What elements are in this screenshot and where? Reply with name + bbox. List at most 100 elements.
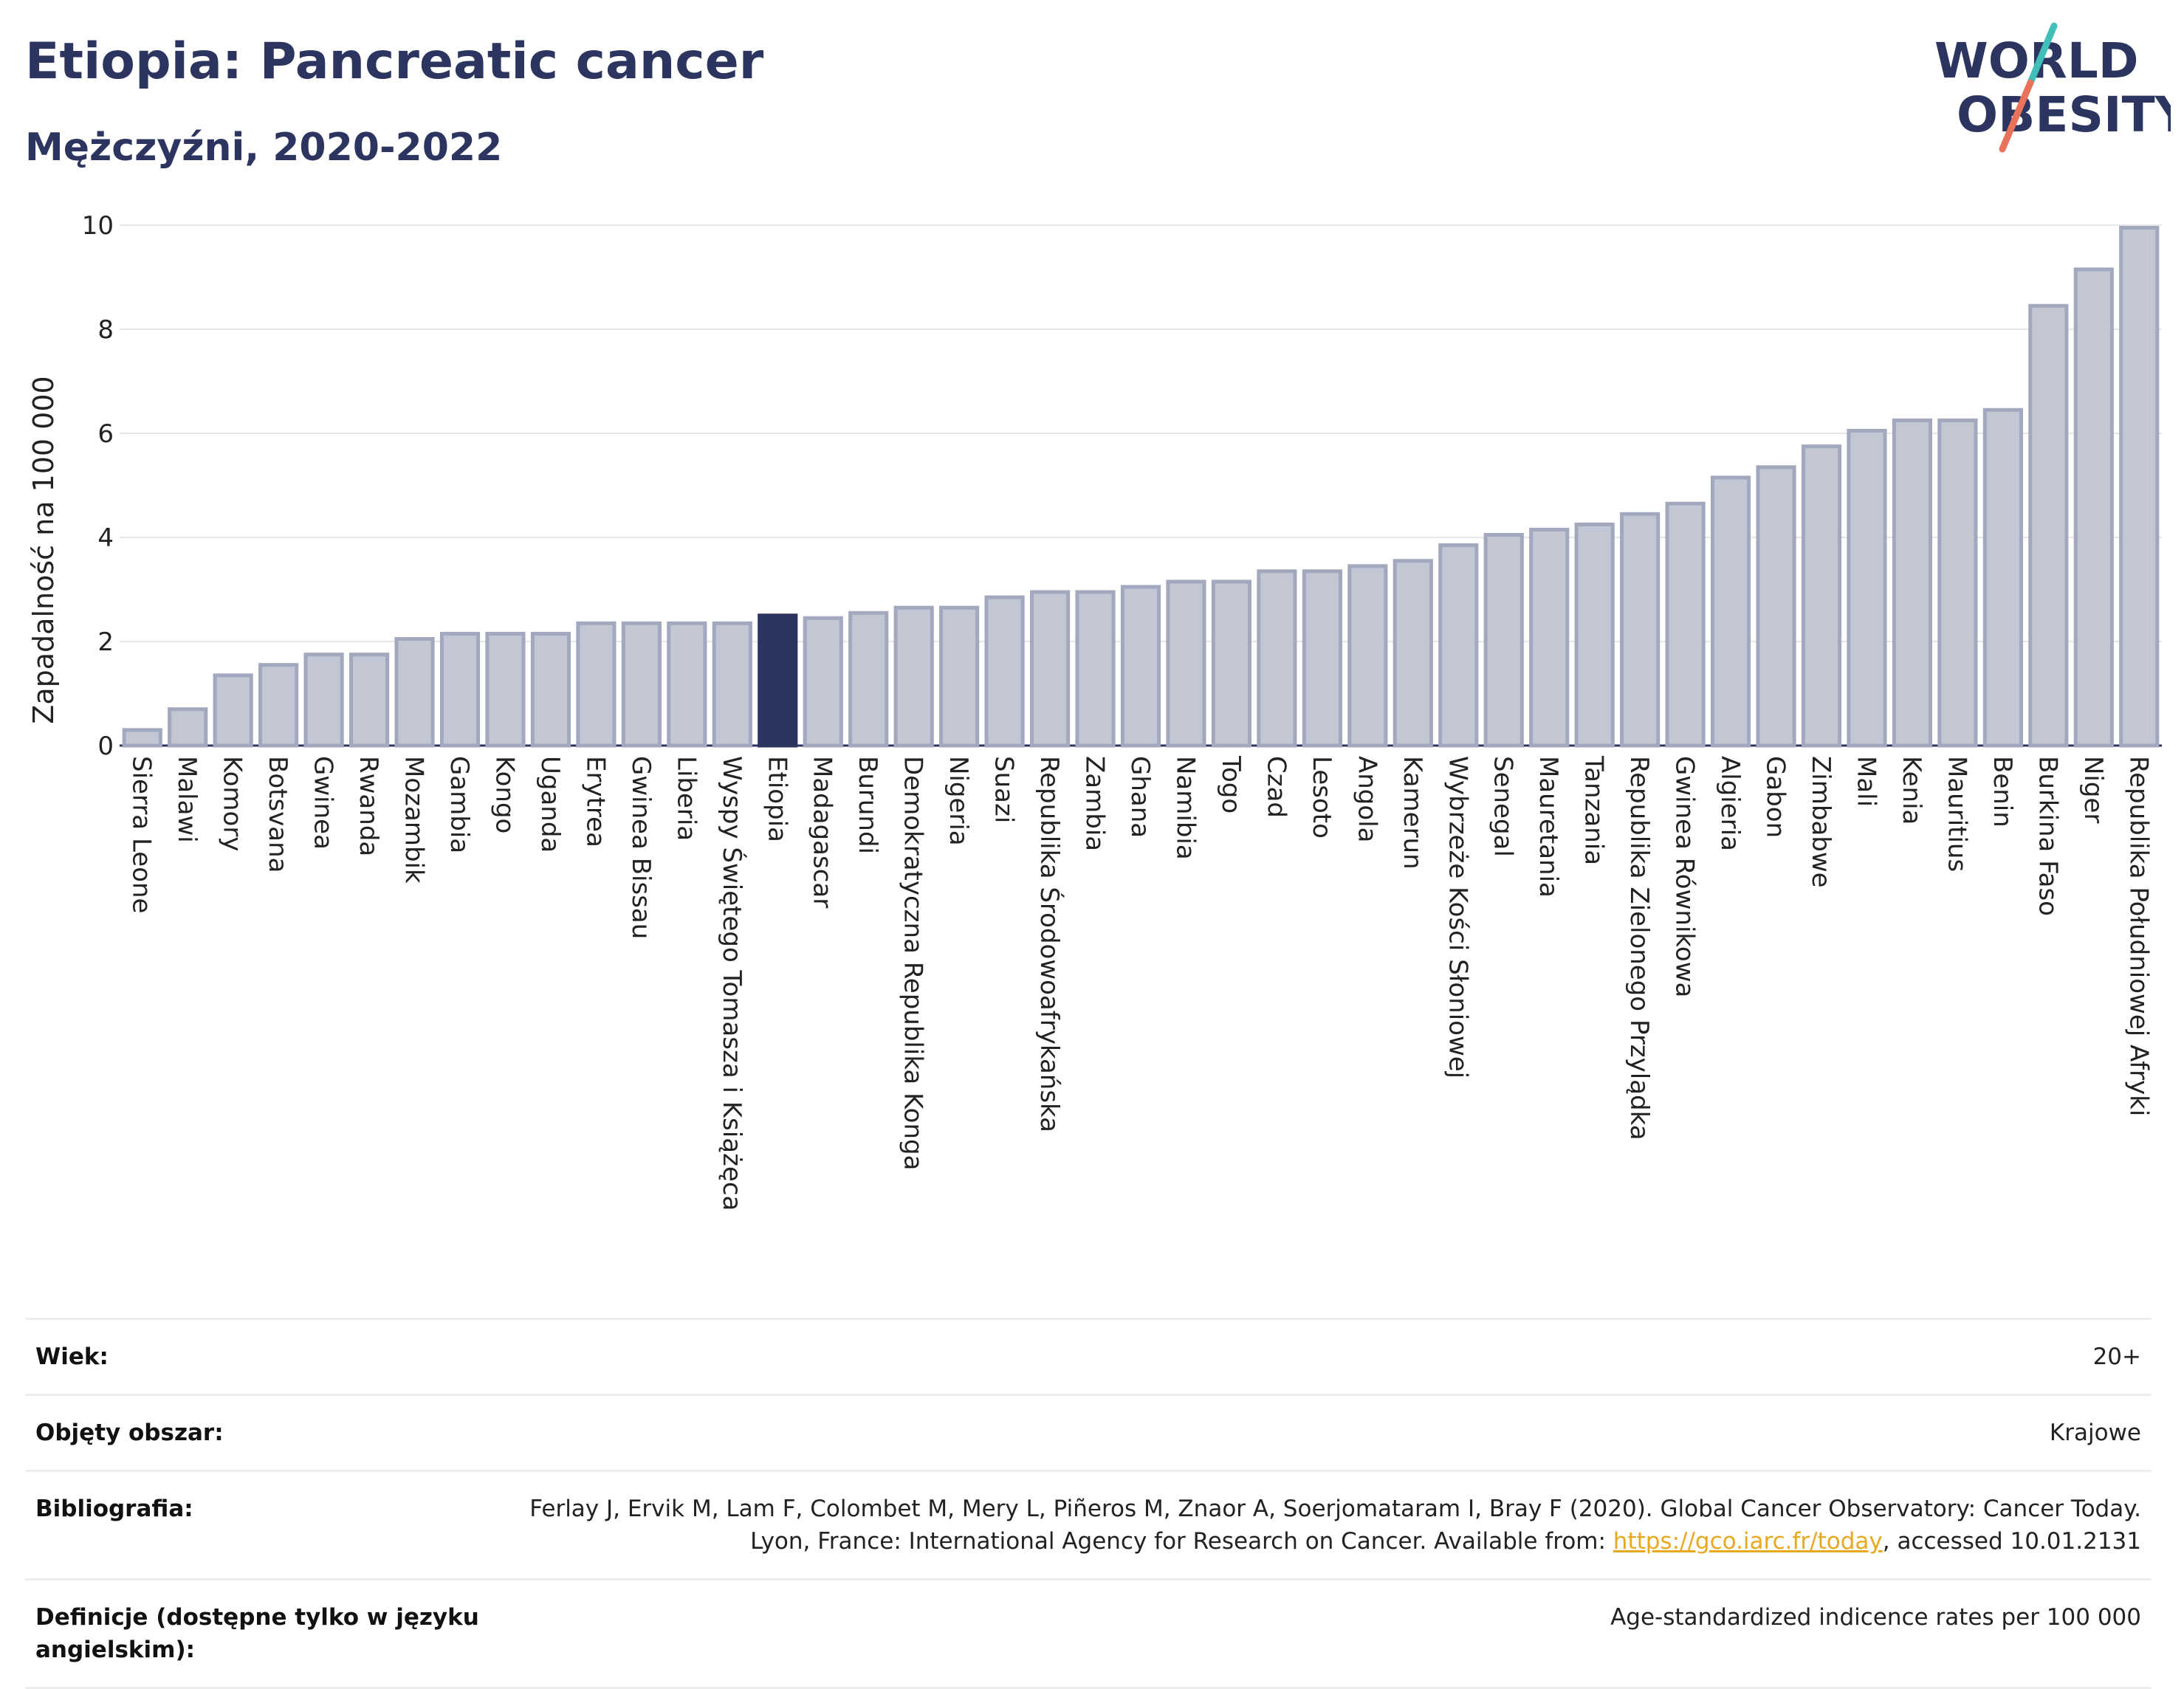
x-tick-label: Kamerun — [1398, 756, 1427, 870]
y-tick-labels: 0 2 4 6 8 10 — [82, 211, 114, 761]
bar — [303, 653, 344, 748]
x-tick-label: Komory — [218, 756, 247, 851]
x-tick-label: Nigeria — [944, 756, 973, 846]
y-tick-label: 8 — [97, 315, 114, 345]
x-tick-label: Kenia — [1897, 756, 1926, 825]
bar — [168, 707, 208, 748]
bar — [1892, 418, 1933, 748]
x-tick-label: Mauritius — [1942, 756, 1971, 872]
bars — [122, 226, 2160, 748]
x-tick-label: Ghana — [1125, 756, 1155, 838]
bar — [1347, 564, 1388, 748]
x-tick-label: Mozambik — [399, 756, 429, 884]
bibliography-value: Ferlay J, Ervik M, Lam F, Colombet M, Me… — [517, 1493, 2141, 1558]
x-tick-labels: Sierra Leone Malawi Komory Botsvana Gwinea Rw… — [127, 755, 2154, 1211]
x-tick-label: Liberia — [671, 756, 701, 841]
bar — [394, 636, 435, 748]
bar — [712, 621, 752, 748]
x-tick-label: Uganda — [535, 756, 565, 853]
meta-row-age: Wiek: 20+ — [25, 1320, 2152, 1396]
bar — [1665, 501, 1706, 748]
x-tick-label: Burundi — [853, 756, 882, 854]
x-tick-label: Wybrzeże Kości Słoniowej — [1443, 756, 1472, 1079]
x-tick-label: Demokratyczna Republika Konga — [899, 756, 928, 1170]
bar — [667, 621, 707, 748]
x-tick-label: Namibia — [1170, 756, 1200, 860]
bar — [1029, 590, 1071, 748]
x-tick-label: Sierra Leone — [127, 756, 157, 913]
bar-chart: 0 2 4 6 8 10 Sierra Leone Malawi Komory Botsvana… — [27, 211, 2162, 1211]
x-tick-label: Gwinea Bissau — [626, 756, 656, 939]
y-tick-label: 0 — [97, 732, 114, 761]
x-tick-label: Lesoto — [1307, 756, 1336, 839]
y-tick-label: 10 — [82, 211, 114, 241]
x-tick-label: Zambia — [1080, 756, 1110, 851]
y-tick-label: 4 — [97, 523, 114, 553]
x-tick-label: Republika Środowoafrykańska — [1034, 756, 1065, 1132]
bar — [1574, 522, 1615, 748]
x-tick-label: Algieria — [1715, 756, 1745, 851]
bar — [1211, 579, 1252, 748]
x-tick-label: Etiopia — [762, 756, 791, 842]
bar — [348, 653, 390, 748]
chart-title: Etiopia: Pancreatic cancer — [25, 32, 764, 91]
x-tick-label: Angola — [1352, 756, 1381, 842]
bar — [1075, 590, 1116, 748]
bar — [893, 605, 934, 748]
bibliography-accessed: , accessed 10.01.2131 — [1882, 1528, 2141, 1555]
bar — [1438, 543, 1479, 748]
x-tick-label: Republika Zielonego Przylądka — [1624, 756, 1654, 1141]
x-tick-label: Gambia — [444, 756, 474, 853]
x-tick-label: Republika Południowej Afryki — [2123, 756, 2153, 1116]
bar — [1302, 569, 1342, 748]
x-tick-label: Tanzania — [1579, 755, 1609, 865]
bar — [1982, 407, 2023, 748]
world-obesity-logo: WORLD OBESITY — [1934, 22, 2171, 153]
bar — [1166, 579, 1206, 748]
y-tick-label: 2 — [97, 627, 114, 657]
x-tick-label: Zimbabwe — [1806, 756, 1836, 888]
x-tick-label: Erytrea — [580, 756, 610, 847]
logo-slash-coral — [1999, 79, 2034, 153]
y-tick-label: 6 — [97, 419, 114, 449]
age-label: Wiek: — [35, 1344, 109, 1370]
x-tick-label: Senegal — [1488, 756, 1518, 857]
bar — [984, 595, 1025, 748]
age-value: 20+ — [2092, 1344, 2141, 1370]
bar — [1937, 418, 1978, 748]
x-tick-label: Madagascar — [808, 756, 837, 908]
bar — [439, 631, 481, 748]
bar — [2073, 267, 2114, 748]
x-tick-label: Wyspy Świętego Tomasza i Książęca — [717, 756, 747, 1211]
bar — [1756, 465, 1796, 748]
x-tick-label: Suazi — [989, 756, 1019, 823]
bibliography-link[interactable]: https://gco.iarc.fr/today — [1613, 1528, 1883, 1555]
bibliography-label: Bibliografia: — [35, 1496, 193, 1522]
bar — [1710, 475, 1751, 748]
bar — [530, 631, 571, 748]
area-label: Objęty obszar: — [35, 1420, 224, 1446]
bar — [1847, 428, 1887, 748]
meta-row-bibliography: Bibliografia: Ferlay J, Ervik M, Lam F, … — [25, 1472, 2152, 1580]
x-tick-label: Czad — [1261, 756, 1291, 818]
meta-row-area: Objęty obszar: Krajowe — [25, 1396, 2152, 1472]
bar — [576, 621, 617, 748]
x-tick-label: Gwinea Równikowa — [1670, 756, 1700, 997]
y-axis-label: Zapadalność na 100 000 — [27, 376, 60, 723]
chart-subtitle: Mężczyźni, 2020-2022 — [25, 125, 503, 170]
x-tick-label: Mauretania — [1534, 756, 1563, 898]
bar — [1393, 559, 1433, 748]
bar — [258, 663, 299, 748]
bar — [621, 621, 662, 748]
bar — [848, 610, 889, 748]
bar — [803, 616, 843, 748]
x-tick-label: Rwanda — [354, 756, 383, 856]
x-tick-label: Benin — [1988, 756, 2017, 828]
logo-line2: OBESITY — [1957, 86, 2171, 143]
x-tick-label: Burkina Faso — [2033, 756, 2062, 916]
meta-row-definitions: Definicje (dostępne tylko w języku angie… — [25, 1580, 2152, 1689]
x-tick-label: Togo — [1216, 755, 1246, 813]
x-tick-label: Botsvana — [263, 756, 292, 873]
x-tick-label: Gwinea — [309, 756, 338, 850]
bar-highlighted — [758, 613, 798, 748]
